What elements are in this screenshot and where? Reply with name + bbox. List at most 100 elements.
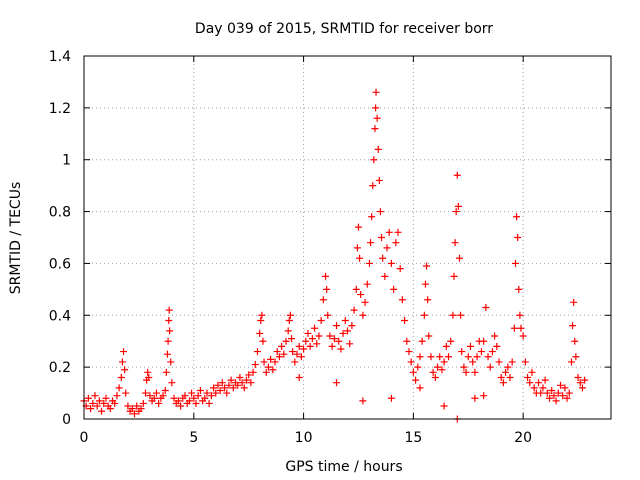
data-point [442, 342, 450, 350]
data-point [275, 353, 283, 361]
data-point [436, 353, 444, 361]
plot-frame [83, 55, 612, 420]
data-point [285, 316, 293, 324]
data-point [131, 410, 139, 418]
data-point [491, 332, 499, 340]
y-tick-label: 0.6 [49, 256, 71, 272]
data-point [390, 285, 398, 293]
data-point [354, 223, 362, 231]
data-point [218, 379, 226, 387]
data-point [423, 262, 431, 270]
data-point [394, 228, 402, 236]
data-point [344, 327, 351, 335]
data-point [543, 389, 551, 397]
data-point [168, 379, 176, 387]
data-point [370, 156, 378, 164]
data-point [240, 384, 248, 392]
data-point [462, 368, 470, 376]
x-tick-label: 0 [80, 430, 89, 446]
data-point [339, 329, 347, 337]
x-tick-label: 5 [189, 430, 198, 446]
data-point [258, 311, 266, 319]
data-point [414, 363, 422, 371]
data-point [256, 329, 264, 337]
data-point [236, 374, 244, 382]
data-point [514, 234, 522, 241]
data-point [333, 322, 341, 330]
data-point [365, 259, 373, 267]
data-point [315, 332, 323, 340]
x-axis-title: GPS time / hours [285, 459, 402, 475]
data-point [313, 340, 321, 348]
data-point [367, 239, 375, 247]
data-point [91, 392, 99, 400]
y-tick-labels: 0 0.2 0.4 0.6 0.8 1 1.2 1.4 [49, 49, 71, 428]
data-point [524, 374, 532, 382]
data-point [319, 296, 327, 304]
data-point [559, 392, 567, 400]
data-point [403, 337, 411, 345]
data-point [278, 342, 286, 350]
data-point [295, 374, 303, 382]
data-point [450, 272, 458, 280]
data-point [166, 327, 174, 335]
data-point [434, 363, 442, 371]
data-point [164, 337, 172, 345]
data-point [242, 376, 250, 384]
data-points [80, 88, 589, 423]
data-point [471, 394, 479, 402]
grid-lines [84, 56, 611, 419]
data-point [333, 379, 341, 387]
data-point [128, 405, 136, 413]
data-point [550, 392, 558, 400]
data-point [335, 337, 343, 345]
data-point [561, 384, 569, 392]
data-point [574, 374, 582, 382]
data-point [445, 353, 453, 361]
data-point [185, 397, 193, 405]
data-point [519, 332, 527, 340]
data-point [541, 376, 549, 384]
data-point [452, 208, 460, 216]
data-point [269, 366, 277, 374]
data-point [117, 374, 125, 382]
data-point [98, 407, 106, 415]
data-point [120, 348, 128, 356]
data-point [469, 358, 477, 366]
y-tick-label: 0.8 [49, 205, 71, 221]
data-point [416, 353, 424, 361]
data-point [425, 332, 433, 340]
data-point [392, 239, 400, 247]
data-point [212, 389, 220, 397]
data-point [371, 125, 379, 133]
data-point [359, 311, 367, 319]
data-point [87, 405, 95, 413]
data-point [322, 272, 330, 280]
data-point [122, 389, 130, 397]
data-point [201, 394, 209, 402]
data-point [516, 311, 524, 319]
y-axis-title: SRMTID / TECUs [8, 182, 24, 295]
axis-ticks [83, 55, 611, 420]
data-point [100, 399, 108, 407]
data-point [438, 366, 446, 374]
y-tick-label: 0.4 [49, 308, 71, 324]
data-point [311, 324, 319, 332]
data-point [259, 337, 267, 345]
data-point [144, 368, 152, 376]
data-point [381, 272, 389, 280]
data-point [300, 345, 308, 353]
data-point [139, 399, 147, 407]
data-point [515, 285, 523, 293]
data-point [238, 379, 246, 387]
data-point [291, 358, 299, 366]
data-point [282, 337, 290, 345]
data-point [115, 384, 123, 392]
data-point [225, 381, 233, 389]
data-point [581, 376, 589, 384]
data-point [493, 342, 501, 350]
data-point [174, 397, 182, 405]
data-point [473, 353, 481, 361]
data-point [264, 363, 272, 371]
